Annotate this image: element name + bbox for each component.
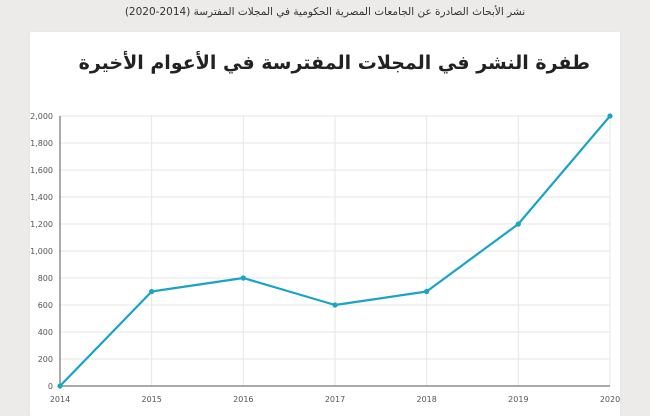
x-tick-label: 2018 [416, 395, 436, 404]
page-caption: نشر الأبحاث الصادرة عن الجامعات المصرية … [124, 6, 526, 18]
y-tick-label: 1,600 [30, 166, 53, 175]
x-tick-label: 2017 [325, 395, 345, 404]
y-tick-label: 800 [38, 274, 53, 283]
y-tick-label: 1,000 [30, 247, 53, 256]
y-tick-label: 1,800 [30, 139, 53, 148]
data-point [607, 113, 613, 119]
line-chart: 0 200 400 600 800 1,000 1,200 1,400 1,600 1,800 2,… [30, 112, 620, 404]
x-tick-label: 2015 [141, 395, 161, 404]
y-tick-label: 400 [38, 328, 53, 337]
data-point [57, 383, 63, 389]
y-tick-label: 0 [48, 382, 53, 391]
data-point [149, 288, 155, 295]
x-tick-label: 2020 [600, 395, 620, 404]
chart-card: طفرة النشر في المجلات المفترسة في الأعوا… [30, 32, 620, 416]
x-tick-label: 2016 [233, 395, 253, 404]
y-tick-label: 200 [38, 355, 53, 364]
y-tick-label: 600 [38, 301, 53, 310]
y-tick-label: 1,400 [30, 193, 53, 202]
y-tick-label: 1,200 [30, 220, 53, 229]
y-tick-label: 2,000 [30, 112, 53, 121]
x-tick-label: 2014 [50, 395, 70, 404]
data-point [240, 275, 246, 281]
chart-title: طفرة النشر في المجلات المفترسة في الأعوا… [78, 52, 590, 74]
x-tick-label: 2019 [508, 395, 528, 404]
data-point [515, 221, 521, 227]
data-point [424, 288, 430, 295]
data-point [332, 302, 338, 308]
